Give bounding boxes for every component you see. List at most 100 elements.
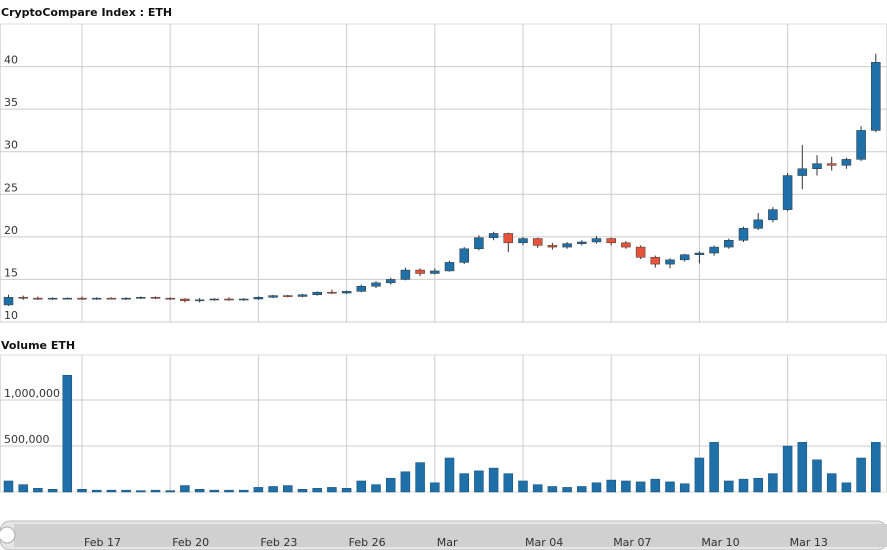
volume-bar bbox=[136, 490, 146, 493]
volume-bar bbox=[635, 481, 646, 493]
volume-bar bbox=[826, 473, 837, 493]
volume-bar bbox=[209, 489, 220, 493]
x-tick-label: Mar 13 bbox=[790, 536, 828, 549]
volume-bar bbox=[224, 489, 234, 493]
volume-bar bbox=[194, 488, 205, 493]
candle-body bbox=[768, 209, 778, 221]
candle-body bbox=[283, 295, 293, 297]
volume-bar bbox=[91, 489, 102, 493]
volume-bar bbox=[503, 473, 514, 493]
candle-body bbox=[297, 294, 308, 297]
candle-body bbox=[106, 297, 117, 300]
volume-bar bbox=[150, 489, 161, 493]
candle-body bbox=[797, 168, 808, 176]
navigator-range[interactable] bbox=[14, 524, 887, 547]
candle-body bbox=[650, 257, 661, 265]
volume-bar bbox=[400, 471, 411, 493]
volume-bar bbox=[430, 482, 440, 493]
candle-body bbox=[518, 238, 528, 244]
candle-body bbox=[606, 238, 616, 244]
volume-bar bbox=[562, 487, 572, 493]
volume-bar bbox=[385, 477, 396, 493]
volume-bar bbox=[238, 489, 249, 493]
y-tick-label: 15 bbox=[4, 266, 18, 279]
volume-bar bbox=[474, 470, 484, 493]
candle-body bbox=[621, 242, 631, 248]
candle-body bbox=[753, 219, 763, 229]
y-tick-label: 30 bbox=[4, 139, 18, 152]
x-tick-label: Mar bbox=[437, 536, 458, 549]
candle-body bbox=[268, 295, 278, 298]
panel-frame bbox=[0, 354, 887, 493]
volume-bar bbox=[577, 486, 587, 493]
volume-bar bbox=[650, 478, 661, 493]
volume-bar bbox=[283, 485, 293, 493]
volume-bar bbox=[768, 473, 778, 493]
y-tick-label: 25 bbox=[4, 181, 18, 194]
volume-bar bbox=[724, 480, 734, 493]
volume-bar bbox=[797, 442, 808, 493]
volume-bar bbox=[856, 457, 866, 493]
navigator-handle[interactable] bbox=[0, 526, 16, 544]
volume-bar bbox=[841, 482, 852, 493]
y-tick-label: 500,000 bbox=[4, 433, 50, 446]
candle-body bbox=[194, 299, 205, 302]
volume-bar bbox=[547, 486, 558, 493]
volume-bar bbox=[371, 484, 381, 493]
candle-body bbox=[738, 228, 749, 241]
candle-body bbox=[841, 159, 852, 166]
volume-title: Volume ETH bbox=[1, 339, 75, 352]
price-title: CryptoCompare Index : ETH bbox=[1, 6, 172, 19]
x-tick-label: Mar 10 bbox=[701, 536, 739, 549]
x-tick-label: Feb 23 bbox=[260, 536, 297, 549]
volume-bar bbox=[709, 442, 719, 493]
candle-body bbox=[312, 291, 322, 296]
volume-bar bbox=[679, 483, 690, 493]
volume-bar bbox=[3, 480, 14, 493]
volume-bar bbox=[165, 490, 175, 493]
candle-body bbox=[694, 252, 705, 255]
candle-body bbox=[826, 163, 837, 166]
candle-body bbox=[327, 291, 337, 294]
candle-body bbox=[724, 240, 734, 248]
candle-body bbox=[591, 238, 602, 243]
candle-body bbox=[341, 291, 352, 294]
candle-body bbox=[3, 297, 14, 306]
candle-body bbox=[150, 297, 161, 299]
x-tick-label: Feb 17 bbox=[84, 536, 121, 549]
volume-bar bbox=[180, 485, 190, 493]
volume-bar bbox=[871, 442, 881, 493]
candle-body bbox=[165, 297, 175, 300]
volume-bar bbox=[488, 467, 499, 493]
candle-body bbox=[62, 297, 73, 300]
x-tick-label: Feb 26 bbox=[349, 536, 386, 549]
volume-bar bbox=[591, 482, 602, 493]
x-tick-label: Mar 07 bbox=[613, 536, 651, 549]
volume-bar bbox=[327, 487, 337, 493]
volume-bar bbox=[444, 457, 455, 493]
volume-bar bbox=[18, 484, 28, 493]
y-tick-label: 20 bbox=[4, 224, 18, 237]
candle-body bbox=[415, 269, 425, 274]
candle-body bbox=[503, 233, 514, 244]
volume-bar bbox=[341, 488, 352, 493]
candle-body bbox=[547, 245, 558, 248]
candle-body bbox=[665, 259, 675, 265]
candle-body bbox=[871, 62, 881, 131]
candle-body bbox=[782, 175, 793, 210]
volume-bar bbox=[312, 488, 322, 493]
candle-body bbox=[371, 282, 381, 287]
candle-body bbox=[709, 246, 719, 254]
y-tick-label: 10 bbox=[4, 309, 18, 322]
candle-body bbox=[444, 262, 455, 272]
candle-body bbox=[488, 233, 499, 238]
volume-bar bbox=[532, 484, 543, 493]
candle-body bbox=[635, 246, 646, 258]
candle-body bbox=[209, 298, 220, 301]
candle-body bbox=[121, 297, 131, 300]
volume-bar bbox=[518, 480, 528, 493]
candle-body bbox=[856, 130, 866, 160]
candle-body bbox=[238, 298, 249, 301]
candle-body bbox=[459, 248, 469, 263]
